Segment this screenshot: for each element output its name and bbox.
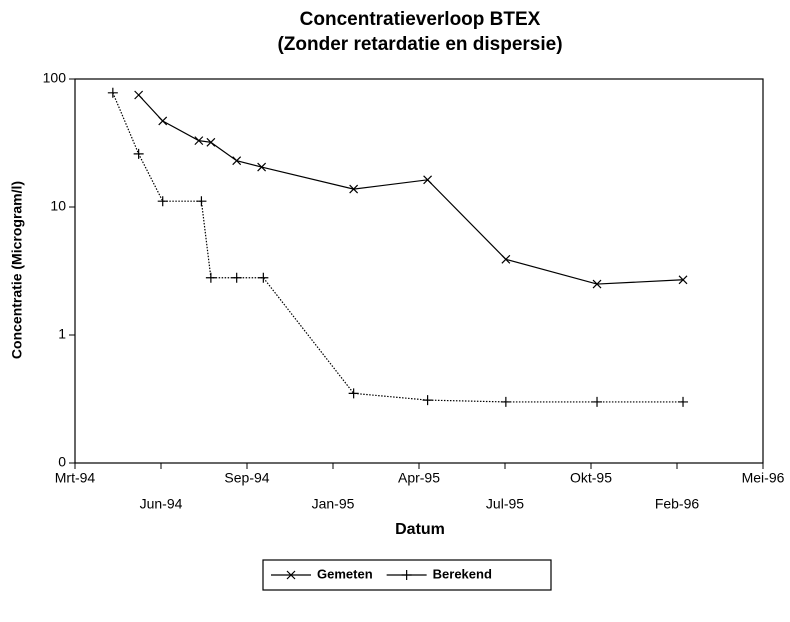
data-point [258, 272, 269, 283]
y-tick-label: 100 [43, 70, 67, 86]
x-axis-title: Datum [395, 521, 445, 538]
legend-marker [286, 570, 296, 580]
data-point [232, 156, 242, 166]
data-point [349, 184, 359, 194]
x-tick-label: Mei-96 [742, 470, 785, 486]
data-point [501, 254, 511, 264]
legend-marker [401, 570, 412, 580]
x-tick-label: Okt-95 [570, 470, 612, 486]
data-point [133, 148, 144, 159]
data-point [592, 396, 603, 407]
data-point [157, 196, 168, 207]
x-tick-label: Jul-95 [486, 496, 524, 512]
series-line [138, 94, 684, 285]
data-point [678, 396, 689, 407]
data-point [500, 396, 511, 407]
data-point [423, 175, 433, 185]
data-point [592, 279, 602, 289]
data-point [194, 136, 204, 146]
data-point [678, 275, 688, 285]
x-tick-label: Jan-95 [312, 496, 355, 512]
data-point [205, 272, 216, 283]
chart-title: Concentratieverloop BTEX [300, 9, 541, 30]
data-point [107, 87, 118, 98]
legend-box [262, 559, 552, 591]
y-tick-label: 1 [58, 326, 66, 342]
data-point [422, 395, 433, 406]
chart-subtitle: (Zonder retardatie en dispersie) [277, 34, 562, 55]
data-point [257, 162, 267, 172]
x-tick-label: Feb-96 [655, 496, 700, 512]
x-tick-label: Mrt-94 [55, 470, 96, 486]
data-point [158, 116, 168, 126]
x-tick-label: Sep-94 [224, 470, 269, 486]
data-point [348, 388, 359, 399]
series-line [112, 92, 684, 403]
plot-frame [74, 78, 764, 464]
x-tick-label: Apr-95 [398, 470, 440, 486]
data-point [196, 196, 207, 207]
data-point [206, 137, 216, 147]
data-point [231, 272, 242, 283]
y-tick-label: 0 [58, 454, 66, 470]
legend-label: Berekend [433, 566, 492, 581]
y-tick-label: 10 [50, 198, 66, 214]
y-axis-title: Concentratie (Microgram/l) [9, 181, 25, 359]
x-tick-label: Jun-94 [140, 496, 183, 512]
legend-label: Gemeten [317, 566, 373, 581]
data-point [134, 90, 144, 100]
